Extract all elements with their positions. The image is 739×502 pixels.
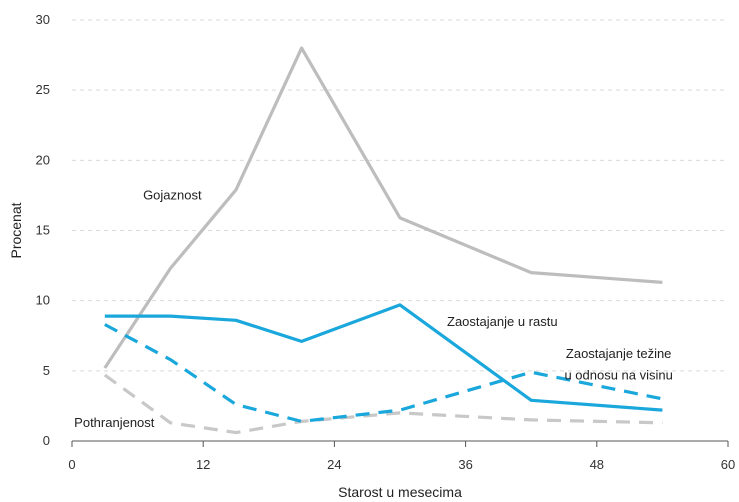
series-label: Zaostajanje u rastu xyxy=(447,314,558,329)
y-tick-label: 10 xyxy=(36,293,50,308)
series-line-2 xyxy=(104,323,663,423)
series-line-3 xyxy=(103,373,663,435)
y-tick-label: 20 xyxy=(36,152,50,167)
y-axis-ticks: 0 5 10 15 20 25 30 xyxy=(36,12,50,448)
series-label: Zaostajanje težine xyxy=(566,346,672,361)
y-tick-label: 0 xyxy=(43,433,50,448)
y-tick-label: 5 xyxy=(43,363,50,378)
grid-lines xyxy=(72,19,728,372)
series-lines xyxy=(103,46,663,435)
y-tick-label: 15 xyxy=(36,223,50,238)
series-line-1 xyxy=(104,303,663,412)
x-tick-label: 36 xyxy=(458,457,472,472)
series-label: Pothranjenost xyxy=(74,415,155,430)
x-tick-label: 60 xyxy=(721,457,735,472)
x-tick-label: 0 xyxy=(68,457,75,472)
series-label: u odnosu na visinu xyxy=(564,367,672,382)
series-labels: Gojaznost Zaostajanje u rastu Zaostajanje … xyxy=(74,188,673,430)
x-axis-ticks: 0 12 24 36 48 60 xyxy=(68,441,735,472)
series-line-0 xyxy=(103,46,663,369)
series-label: Gojaznost xyxy=(143,188,202,203)
x-tick-label: 24 xyxy=(327,457,341,472)
x-tick-label: 48 xyxy=(590,457,604,472)
y-axis-title: Procenat xyxy=(8,202,24,258)
x-axis-title: Starost u mesecima xyxy=(338,484,462,500)
y-tick-label: 30 xyxy=(36,12,50,27)
y-tick-label: 25 xyxy=(36,82,50,97)
x-tick-label: 12 xyxy=(196,457,210,472)
